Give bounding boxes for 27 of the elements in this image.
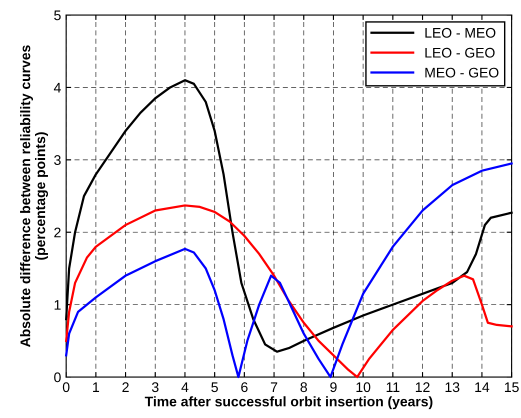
- legend-label: MEO - GEO: [425, 68, 498, 78]
- x-tick-label: 15: [504, 382, 519, 392]
- x-tick-label: 8: [300, 382, 307, 392]
- x-tick-label: 1: [93, 382, 100, 392]
- x-tick-label: 5: [211, 382, 218, 392]
- x-tick-label: 11: [386, 382, 400, 392]
- x-tick-label: 14: [475, 382, 490, 392]
- y-tick-label: 1: [54, 300, 61, 310]
- x-tick-label: 10: [356, 382, 370, 392]
- x-tick-label: 7: [270, 382, 278, 392]
- legend-label: LEO - MEO: [425, 28, 496, 38]
- x-tick-label: 3: [152, 382, 159, 392]
- x-tick-label: 12: [416, 382, 430, 392]
- x-axis-title: Time after successful orbit insertion (years): [144, 396, 432, 410]
- x-tick-label: 2: [122, 382, 129, 392]
- y-tick-label: 4: [54, 82, 61, 92]
- y-axis-title: Absolute difference between reliability curves (percentage points): [20, 45, 48, 347]
- x-tick-label: 4: [181, 382, 188, 392]
- x-tick-label: 0: [62, 382, 70, 392]
- y-tick-label: 3: [54, 155, 61, 166]
- x-tick-label: 6: [241, 382, 248, 392]
- y-tick-label: 2: [54, 228, 61, 238]
- x-tick-label: 9: [330, 382, 337, 392]
- legend-label: LEO - GEO: [425, 48, 495, 58]
- y-tick-label: 0: [54, 372, 61, 382]
- y-tick-label: 5: [54, 10, 61, 20]
- x-tick-label: 13: [446, 382, 460, 392]
